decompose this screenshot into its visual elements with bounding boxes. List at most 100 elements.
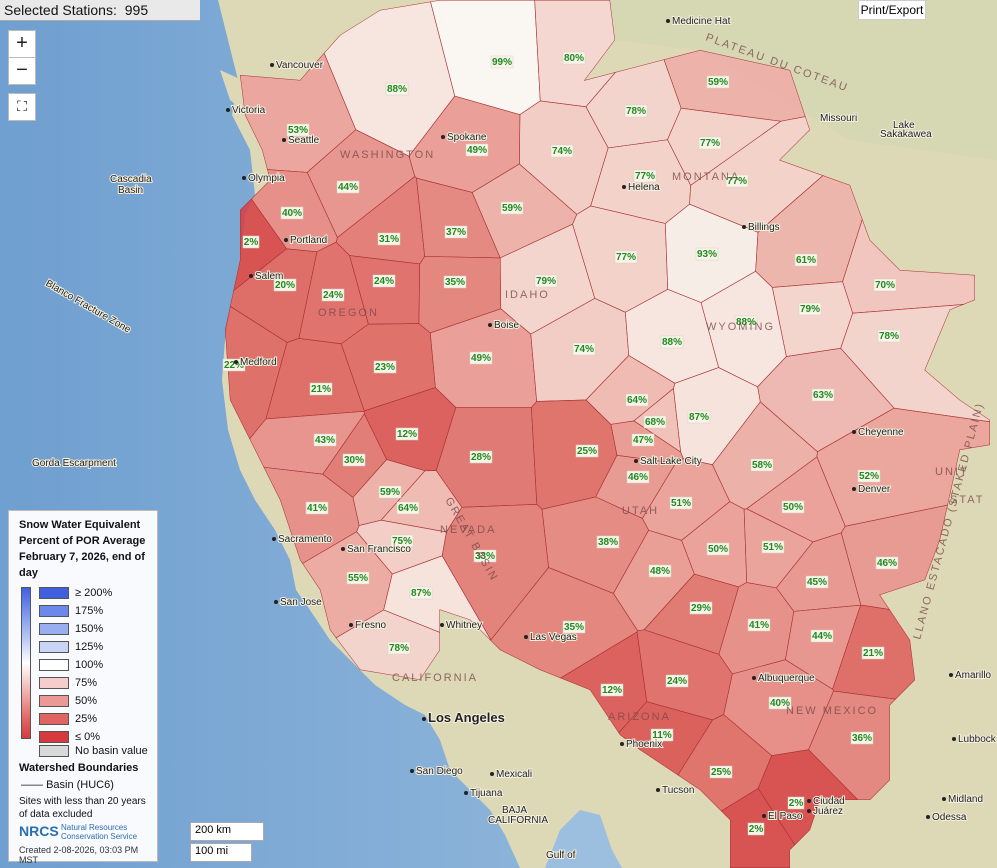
basin-label: 2% bbox=[789, 798, 804, 809]
station-count-bar: Selected Stations: 995 bbox=[0, 0, 200, 21]
basin-label-bg bbox=[875, 556, 899, 570]
basin-label-bg bbox=[734, 315, 758, 329]
basin-label: 31% bbox=[379, 234, 399, 245]
basin-label-bg bbox=[500, 201, 524, 215]
basin-label: 47% bbox=[633, 435, 653, 446]
city-dot bbox=[488, 323, 492, 327]
basin-label: 55% bbox=[348, 573, 368, 584]
basin-label-bg bbox=[660, 335, 684, 349]
basin-label: 40% bbox=[282, 208, 302, 219]
basin-label-bg bbox=[305, 501, 329, 515]
basin-label: 30% bbox=[344, 455, 364, 466]
basin-label: 33% bbox=[475, 551, 495, 562]
basin-label-bg bbox=[387, 641, 411, 655]
basin-label-bg bbox=[706, 542, 730, 556]
zoom-in[interactable]: + bbox=[8, 30, 36, 58]
basin-label: 74% bbox=[552, 146, 572, 157]
city-dot bbox=[752, 676, 756, 680]
legend-title: Snow Water Equivalent Percent of POR Ave… bbox=[19, 519, 146, 579]
basin-label-bg bbox=[469, 351, 493, 365]
basin-label-bg bbox=[643, 415, 667, 429]
zoom-out[interactable]: − bbox=[8, 57, 36, 85]
basin-label-bg bbox=[798, 302, 822, 316]
city-dot bbox=[807, 799, 811, 803]
created-date: Created 2-08-2026, 03:03 PM MST bbox=[19, 845, 139, 865]
basin-label: 46% bbox=[628, 472, 648, 483]
basin-label-bg bbox=[709, 765, 733, 779]
print-button[interactable]: Print/Export bbox=[858, 0, 926, 20]
city-dot bbox=[942, 797, 946, 801]
basin-label: 2% bbox=[749, 824, 764, 835]
legend-label: No basin value bbox=[75, 745, 148, 757]
place-label: Spokane bbox=[447, 132, 487, 143]
basin-label: 21% bbox=[863, 648, 883, 659]
city-dot bbox=[410, 769, 414, 773]
basin-label-bg bbox=[342, 453, 366, 467]
basin-label: 64% bbox=[627, 395, 647, 406]
city-dot bbox=[656, 788, 660, 792]
city-dot bbox=[272, 537, 276, 541]
place-label: Denver bbox=[858, 484, 891, 495]
basin-label-bg bbox=[669, 496, 693, 510]
basin-label-bg bbox=[725, 174, 749, 188]
basin-label-bg bbox=[562, 51, 586, 65]
basin-label-bg bbox=[465, 143, 489, 157]
basin-label-bg bbox=[600, 683, 624, 697]
basin-label-bg bbox=[787, 796, 805, 810]
legend-item: 125% bbox=[39, 641, 103, 654]
place-label: Vancouver bbox=[276, 60, 324, 71]
place-label: San Jose bbox=[280, 597, 322, 608]
basin-label-bg bbox=[631, 433, 655, 447]
basin-label-bg bbox=[873, 278, 897, 292]
city-dot bbox=[852, 430, 856, 434]
place-label: Medford bbox=[240, 357, 277, 368]
legend-label: ≤ 0% bbox=[75, 731, 100, 743]
basin-label-bg bbox=[747, 618, 771, 632]
basin-label: 11% bbox=[652, 730, 672, 741]
basin-label: 88% bbox=[736, 317, 756, 328]
place-label: Billings bbox=[748, 222, 780, 233]
city-dot bbox=[622, 185, 626, 189]
place-label: Basin bbox=[118, 185, 143, 196]
region-label: CALIFORNIA bbox=[392, 672, 478, 684]
basin-label-bg bbox=[385, 82, 409, 96]
place-label: Fresno bbox=[355, 620, 387, 631]
swatch bbox=[39, 713, 69, 726]
fullscreen-button[interactable]: ⛶ bbox=[8, 93, 36, 121]
city-dot bbox=[284, 238, 288, 242]
basin-label: 78% bbox=[879, 331, 899, 342]
basin-label: 59% bbox=[380, 487, 400, 498]
place-label: Phoenix bbox=[626, 739, 662, 750]
basin-label-bg bbox=[377, 232, 401, 246]
boundary-label: Basin (HUC6) bbox=[46, 779, 114, 791]
swatch bbox=[39, 695, 69, 708]
basin-label-bg bbox=[313, 433, 337, 447]
legend-item: ≥ 200% bbox=[39, 587, 112, 600]
basin-label: 80% bbox=[564, 53, 584, 64]
place-label: BAJA bbox=[502, 805, 527, 816]
legend-item: 75% bbox=[39, 677, 97, 690]
city-dot bbox=[464, 791, 468, 795]
basin-label: 46% bbox=[877, 558, 897, 569]
place-label: Sakakawea bbox=[880, 129, 932, 140]
canada-tint bbox=[610, 0, 997, 160]
swatch bbox=[39, 677, 69, 690]
basin-label: 35% bbox=[445, 277, 465, 288]
legend-item: 150% bbox=[39, 623, 103, 636]
agency-name: Natural Resources Conservation Service bbox=[61, 823, 138, 841]
city-dot bbox=[226, 108, 230, 112]
place-label: Salt Lake City bbox=[640, 456, 702, 467]
basin-label: 21% bbox=[311, 384, 331, 395]
basin-label-bg bbox=[550, 144, 574, 158]
basin-label-bg bbox=[624, 104, 648, 118]
swatch bbox=[39, 623, 69, 636]
region-label: NEW MEXICO bbox=[786, 705, 878, 717]
basin-label: 64% bbox=[398, 503, 418, 514]
basin-label: 78% bbox=[389, 643, 409, 654]
basin-label: 70% bbox=[875, 280, 895, 291]
basin-label: 49% bbox=[471, 353, 491, 364]
basin-label: 87% bbox=[689, 412, 709, 423]
basin-label-bg bbox=[695, 247, 719, 261]
